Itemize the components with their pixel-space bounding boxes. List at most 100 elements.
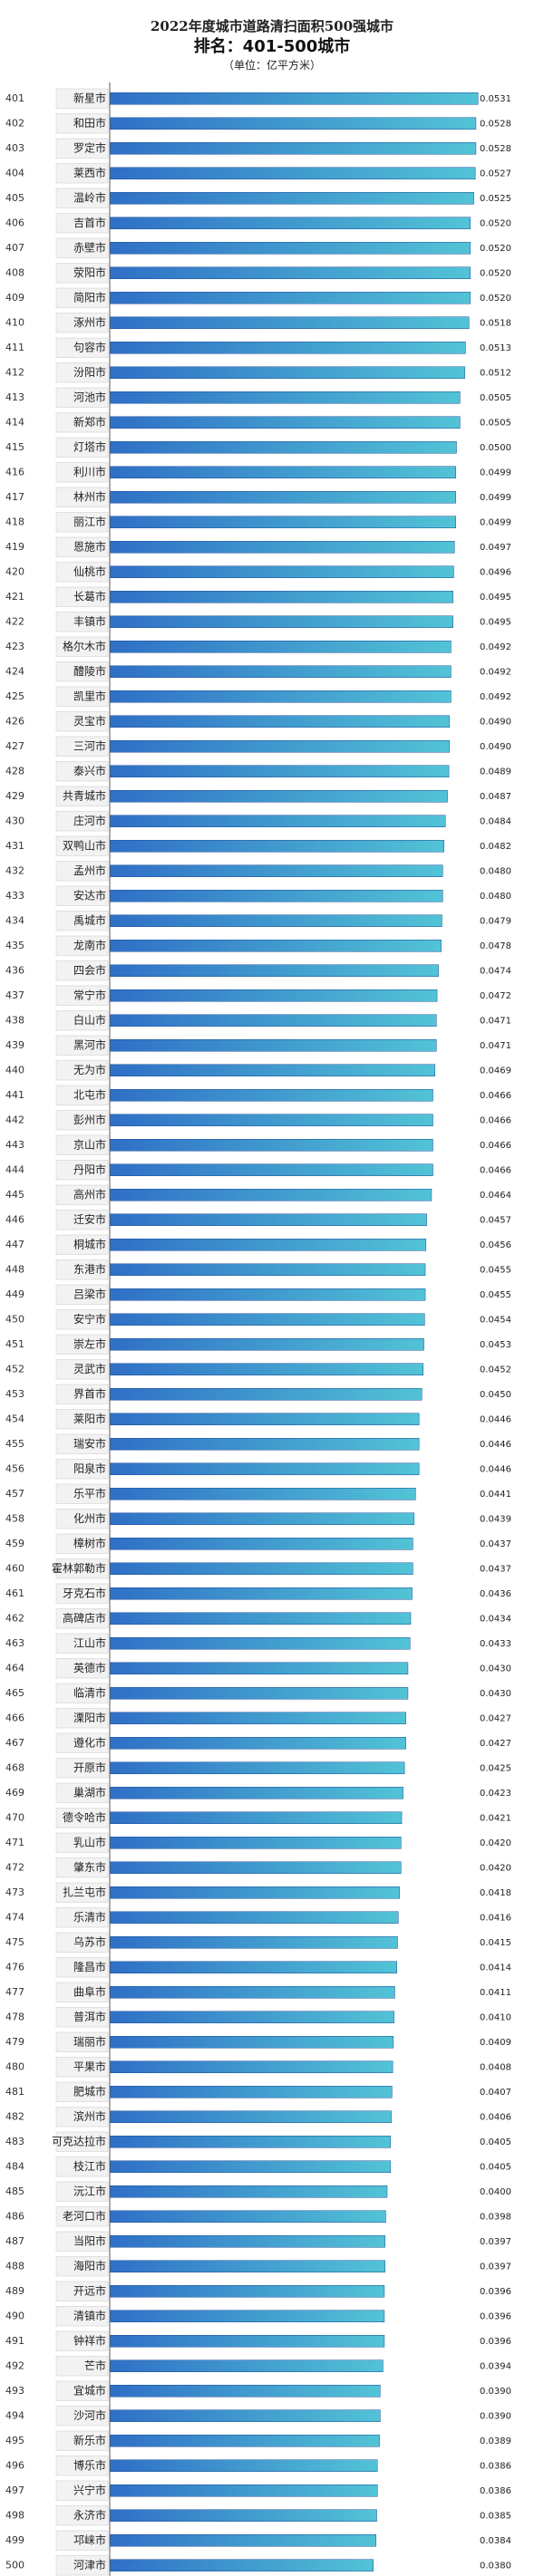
bar bbox=[109, 940, 442, 952]
data-label: 0.0425 bbox=[480, 1763, 511, 1773]
category-label-box bbox=[55, 1085, 109, 1105]
bar bbox=[109, 2260, 385, 2272]
bar bbox=[109, 1886, 401, 1899]
rank-label: 470 bbox=[5, 1811, 24, 1823]
bar bbox=[109, 1263, 426, 1276]
category-label-box bbox=[55, 2081, 109, 2102]
category-label-box bbox=[55, 138, 109, 159]
rank-label: 477 bbox=[5, 1986, 24, 1998]
data-label: 0.0520 bbox=[480, 244, 511, 254]
bar bbox=[109, 2235, 385, 2248]
rank-label: 457 bbox=[5, 1488, 24, 1500]
bar bbox=[109, 441, 457, 454]
data-label: 0.0471 bbox=[480, 1016, 511, 1026]
data-label: 0.0456 bbox=[480, 1240, 511, 1250]
category-label-box bbox=[55, 935, 109, 956]
data-label: 0.0434 bbox=[480, 1614, 511, 1624]
category-label-box bbox=[55, 835, 109, 856]
rank-label: 497 bbox=[5, 2484, 24, 2496]
bar bbox=[109, 740, 451, 753]
rank-label: 489 bbox=[5, 2285, 24, 2297]
bar bbox=[109, 2086, 393, 2098]
data-label: 0.0469 bbox=[480, 1066, 511, 1076]
bar bbox=[109, 516, 456, 528]
rank-label: 445 bbox=[5, 1189, 24, 1201]
rank-label: 485 bbox=[5, 2185, 24, 2197]
rank-label: 463 bbox=[5, 1637, 24, 1649]
bar bbox=[109, 615, 453, 628]
category-label: 瑞安市 bbox=[73, 1436, 106, 1450]
category-label: 迁安市 bbox=[73, 1212, 106, 1226]
category-label: 肥城市 bbox=[73, 2084, 106, 2098]
rank-label: 469 bbox=[5, 1787, 24, 1799]
category-label-box bbox=[55, 287, 109, 308]
category-label: 林州市 bbox=[73, 489, 106, 503]
data-label: 0.0520 bbox=[480, 268, 511, 278]
category-label-box bbox=[55, 1732, 109, 1753]
category-label-box bbox=[55, 2406, 109, 2426]
bar bbox=[109, 192, 474, 205]
category-label: 灵武市 bbox=[73, 1362, 106, 1375]
bar bbox=[109, 342, 466, 354]
category-label-box bbox=[55, 1359, 109, 1380]
rank-label: 428 bbox=[5, 765, 24, 777]
data-label: 0.0480 bbox=[480, 866, 511, 876]
category-label: 恩施市 bbox=[73, 539, 106, 553]
bar bbox=[109, 1787, 403, 1799]
rank-label: 406 bbox=[5, 217, 24, 228]
rank-label: 454 bbox=[5, 1413, 24, 1424]
bar bbox=[109, 2559, 374, 2571]
bar bbox=[109, 1114, 433, 1126]
rank-label: 452 bbox=[5, 1363, 24, 1375]
category-label: 丽江市 bbox=[73, 515, 106, 528]
category-label: 共青城市 bbox=[63, 788, 106, 802]
category-label-box bbox=[55, 911, 109, 931]
bar bbox=[109, 1961, 397, 1973]
rank-label: 419 bbox=[5, 541, 24, 553]
rank-label: 435 bbox=[5, 940, 24, 951]
bar bbox=[109, 1612, 412, 1625]
rank-label: 442 bbox=[5, 1114, 24, 1125]
category-label: 安宁市 bbox=[73, 1312, 106, 1326]
category-label-box bbox=[55, 1459, 109, 1480]
bar bbox=[109, 1488, 416, 1500]
category-label-box bbox=[55, 337, 109, 358]
data-label: 0.0492 bbox=[480, 692, 511, 702]
category-label: 清镇市 bbox=[73, 2309, 106, 2322]
category-label-box bbox=[55, 562, 109, 583]
category-label: 四会市 bbox=[73, 963, 106, 977]
category-label-box bbox=[55, 1160, 109, 1181]
category-label: 醴陵市 bbox=[73, 664, 106, 678]
rank-label: 447 bbox=[5, 1239, 24, 1250]
category-label-box bbox=[55, 985, 109, 1006]
category-label-box bbox=[55, 686, 109, 707]
rank-label: 422 bbox=[5, 615, 24, 627]
rank-label: 465 bbox=[5, 1687, 24, 1699]
category-label-box bbox=[55, 362, 109, 383]
data-label: 0.0466 bbox=[480, 1091, 511, 1101]
rank-label: 434 bbox=[5, 914, 24, 926]
category-label-box bbox=[55, 2007, 109, 2028]
rank-label: 411 bbox=[5, 342, 24, 353]
category-label: 莱西市 bbox=[73, 166, 106, 179]
category-label-box bbox=[55, 661, 109, 682]
data-label: 0.0472 bbox=[480, 991, 511, 1001]
bar bbox=[109, 790, 448, 803]
category-label-box bbox=[55, 88, 109, 109]
category-label: 白山市 bbox=[73, 1013, 106, 1027]
rank-label: 420 bbox=[5, 565, 24, 577]
category-label-box bbox=[55, 412, 109, 433]
bar bbox=[109, 167, 476, 179]
category-label: 吉首市 bbox=[73, 216, 106, 229]
category-label-box bbox=[55, 2231, 109, 2252]
category-label: 涿州市 bbox=[73, 315, 106, 329]
data-label: 0.0490 bbox=[480, 742, 511, 752]
rank-label: 480 bbox=[5, 2060, 24, 2072]
rank-label: 458 bbox=[5, 1512, 24, 1524]
bar bbox=[109, 840, 444, 853]
chart-title: 2022年度城市道路清扫面积500强城市 bbox=[151, 18, 393, 34]
category-label-box bbox=[55, 1808, 109, 1828]
category-label: 普洱市 bbox=[73, 2010, 106, 2023]
category-label: 简阳市 bbox=[73, 290, 106, 304]
category-label: 常宁市 bbox=[73, 988, 106, 1001]
